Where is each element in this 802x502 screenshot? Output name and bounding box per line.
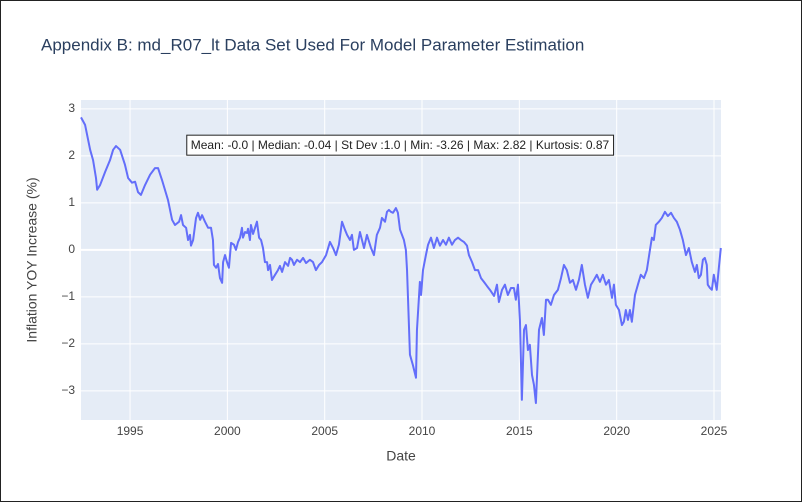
y-axis-title: Inflation YOY Increase (%): [24, 177, 40, 342]
x-tick-label: 2015: [506, 424, 533, 438]
x-tick-label: 2010: [409, 424, 436, 438]
y-tick-label: −3: [61, 383, 75, 397]
x-tick-label: 1995: [117, 424, 144, 438]
annotation: Mean: -0.0 | Median: -0.04 | St Dev :1.0…: [191, 138, 610, 152]
x-axis-title: Date: [386, 448, 416, 464]
y-tick-label: −2: [61, 336, 75, 350]
y-tick-label: 2: [68, 148, 75, 162]
x-tick-label: 2005: [311, 424, 338, 438]
x-tick-label: 2000: [214, 424, 241, 438]
y-tick-label: 0: [68, 242, 75, 256]
chart-title: Appendix B: md_R07_lt Data Set Used For …: [41, 35, 584, 54]
x-tick-label: 2020: [603, 424, 630, 438]
x-tick-label: 2025: [701, 424, 728, 438]
y-tick-label: 3: [68, 101, 75, 115]
marks: [80, 116, 722, 405]
y-tick-label: −1: [61, 289, 75, 303]
annotation-box: [186, 134, 615, 156]
data-line: [80, 116, 722, 405]
labels: −3 −2 −1 0 1 2 3 1995 2000 2005 2010 2015 2020 2025: [61, 101, 727, 438]
y-tick-label: 1: [68, 195, 75, 209]
